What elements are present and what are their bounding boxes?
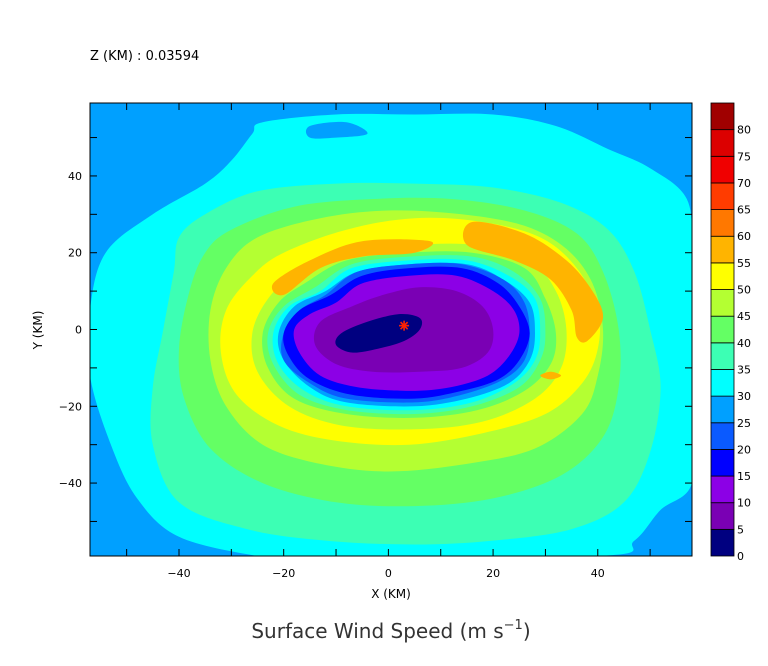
y-tick-label: 20 <box>68 247 82 260</box>
colorbar-label: 60 <box>737 230 751 243</box>
colorbar-swatch-45 <box>710 289 735 317</box>
colorbar-label: 0 <box>737 550 744 563</box>
colorbar: 0 5 10 15 20 25 30 35 40 45 50 55 60 65 70 75 80 <box>710 102 751 563</box>
x-tick-label: 20 <box>486 567 500 580</box>
colorbar-swatch-5 <box>710 502 735 530</box>
contour-band-55 <box>271 239 434 296</box>
colorbar-label: 75 <box>737 150 751 163</box>
level-label: Z (KM) : 0.03594 <box>90 49 199 64</box>
contour-band-0 <box>335 313 423 353</box>
colorbar-label: 80 <box>737 124 751 137</box>
colorbar-swatch-0 <box>710 528 735 557</box>
colorbar-label: 40 <box>737 337 751 350</box>
contour-band-25 <box>305 121 368 139</box>
x-tick-label: −20 <box>272 567 295 580</box>
colorbar-label: 35 <box>737 363 751 376</box>
colorbar-swatch-55 <box>710 235 735 264</box>
center-marker <box>399 320 410 331</box>
colorbar-label: 65 <box>737 204 751 217</box>
y-tick-label: −20 <box>59 400 82 413</box>
y-tick-label: 0 <box>75 324 82 337</box>
colorbar-label: 5 <box>737 523 744 536</box>
contour-fill-group <box>90 103 692 556</box>
colorbar-swatch-65 <box>710 182 735 210</box>
colorbar-swatch-60 <box>710 209 735 237</box>
colorbar-swatch-70 <box>710 155 735 184</box>
colorbar-swatch-40 <box>710 315 735 344</box>
colorbar-label: 25 <box>737 417 751 430</box>
colorbar-label: 15 <box>737 470 751 483</box>
colorbar-swatch-80 <box>710 102 735 131</box>
x-tick-label: 0 <box>385 567 392 580</box>
center-marker-stroke <box>399 321 409 330</box>
colorbar-label: 55 <box>737 257 751 270</box>
axis-ticks <box>90 103 692 556</box>
colorbar-swatch-15 <box>710 449 735 477</box>
contour-band-55 <box>540 371 562 380</box>
contour-plot: −40 −20 0 20 40 −40 −20 0 20 40 <box>59 102 693 580</box>
colorbar-label: 70 <box>737 177 751 190</box>
chart-title: Surface Wind Speed (m s−1) <box>251 618 530 643</box>
colorbar-label: 45 <box>737 310 751 323</box>
x-tick-label: 40 <box>591 567 605 580</box>
colorbar-swatch-75 <box>710 129 735 157</box>
colorbar-label: 30 <box>737 390 751 403</box>
colorbar-label: 50 <box>737 284 751 297</box>
y-tick-label: −40 <box>59 477 82 490</box>
x-axis-label: X (KM) <box>371 587 411 601</box>
contour-band-55 <box>462 221 604 343</box>
colorbar-label: 20 <box>737 443 751 456</box>
y-tick-label: 40 <box>68 170 82 183</box>
colorbar-swatch-20 <box>710 422 735 450</box>
colorbar-swatch-30 <box>710 369 735 397</box>
colorbar-swatch-35 <box>710 342 735 370</box>
colorbar-swatch-10 <box>710 475 735 504</box>
x-tick-label: −40 <box>167 567 190 580</box>
colorbar-swatch-25 <box>710 395 735 424</box>
y-axis-label: Y (KM) <box>31 311 45 351</box>
colorbar-swatch-50 <box>710 262 735 290</box>
colorbar-label: 10 <box>737 497 751 510</box>
